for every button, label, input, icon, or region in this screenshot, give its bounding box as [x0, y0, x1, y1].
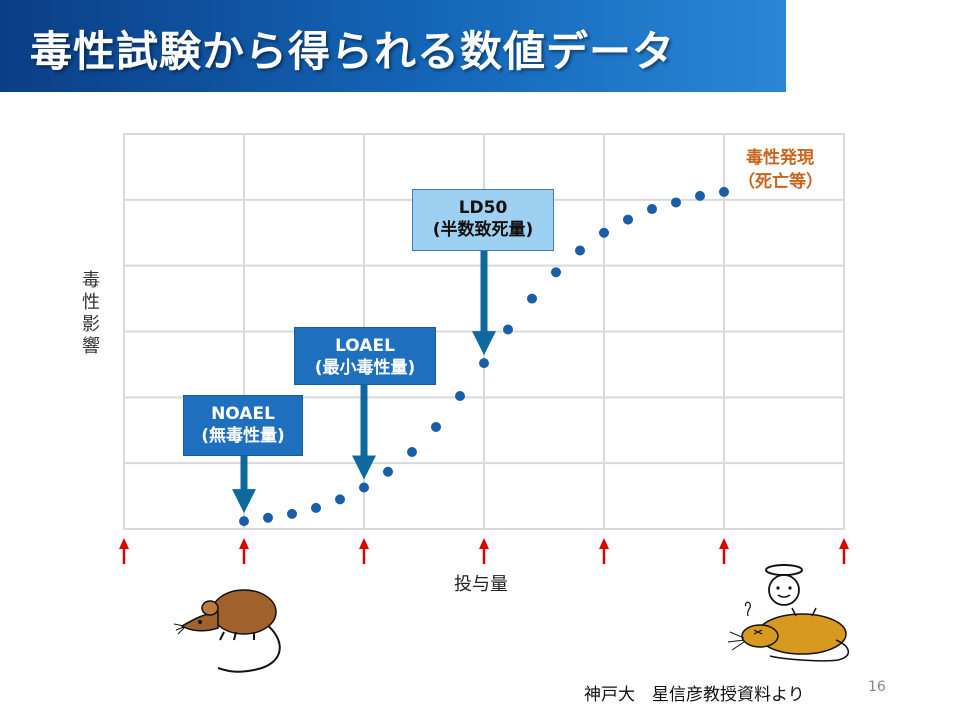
dose-arrow-head	[599, 538, 609, 549]
data-point	[719, 186, 729, 197]
data-point	[695, 190, 705, 201]
noael-box: NOAEL (無毒性量)	[183, 395, 303, 456]
y-axis-label: 毒性影響	[82, 270, 100, 357]
data-point	[359, 482, 369, 493]
x-axis-label: 投与量	[454, 574, 508, 595]
data-point	[479, 358, 489, 369]
data-point	[335, 494, 345, 505]
dose-arrow-head	[239, 538, 249, 549]
dose-arrow-head	[119, 538, 129, 549]
dose-arrow-head	[359, 538, 369, 549]
source-credit: 神戸大 星信彦教授資料より	[584, 685, 805, 705]
noael-sublabel: (無毒性量)	[201, 426, 285, 446]
title-bar: 毒性試験から得られる数値データ	[0, 0, 786, 92]
ld50-sublabel: (半数致死量)	[432, 220, 534, 240]
loael-arrow-head	[352, 455, 376, 480]
noael-arrow-head	[232, 489, 256, 514]
data-point	[239, 516, 249, 527]
noael-label: NOAEL	[211, 404, 275, 424]
loael-box: LOAEL (最小毒性量)	[294, 327, 436, 385]
data-point	[311, 502, 321, 513]
loael-label: LOAEL	[335, 336, 395, 356]
data-point	[575, 245, 585, 256]
live-rat-icon	[174, 589, 281, 673]
loael-sublabel: (最小毒性量)	[314, 358, 416, 378]
data-point	[431, 421, 441, 432]
toxicity-onset-line2: （死亡等）	[738, 172, 823, 192]
data-point	[527, 293, 537, 304]
data-point	[551, 267, 561, 278]
toxicity-onset-label: 毒性発現 （死亡等）	[738, 146, 823, 194]
data-point	[287, 508, 297, 519]
slide-title: 毒性試験から得られる数値データ	[30, 27, 676, 76]
dead-rat-angel-icon	[727, 564, 849, 662]
data-point	[407, 446, 417, 457]
data-point	[623, 214, 633, 225]
data-point	[383, 466, 393, 477]
data-point	[263, 512, 273, 523]
dose-arrow-head	[479, 538, 489, 549]
ld50-label: LD50	[458, 198, 508, 218]
data-point	[671, 197, 681, 208]
data-point	[503, 324, 513, 335]
data-point	[647, 204, 657, 215]
toxicity-onset-line1: 毒性発現	[746, 148, 814, 168]
data-point	[455, 391, 465, 402]
ld50-box: LD50 (半数致死量)	[412, 189, 554, 251]
ld50-arrow-head	[472, 331, 496, 356]
page-number: 16	[868, 679, 886, 695]
data-point	[599, 227, 609, 238]
dose-arrow-head	[719, 538, 729, 549]
dose-arrow-head	[839, 538, 849, 549]
